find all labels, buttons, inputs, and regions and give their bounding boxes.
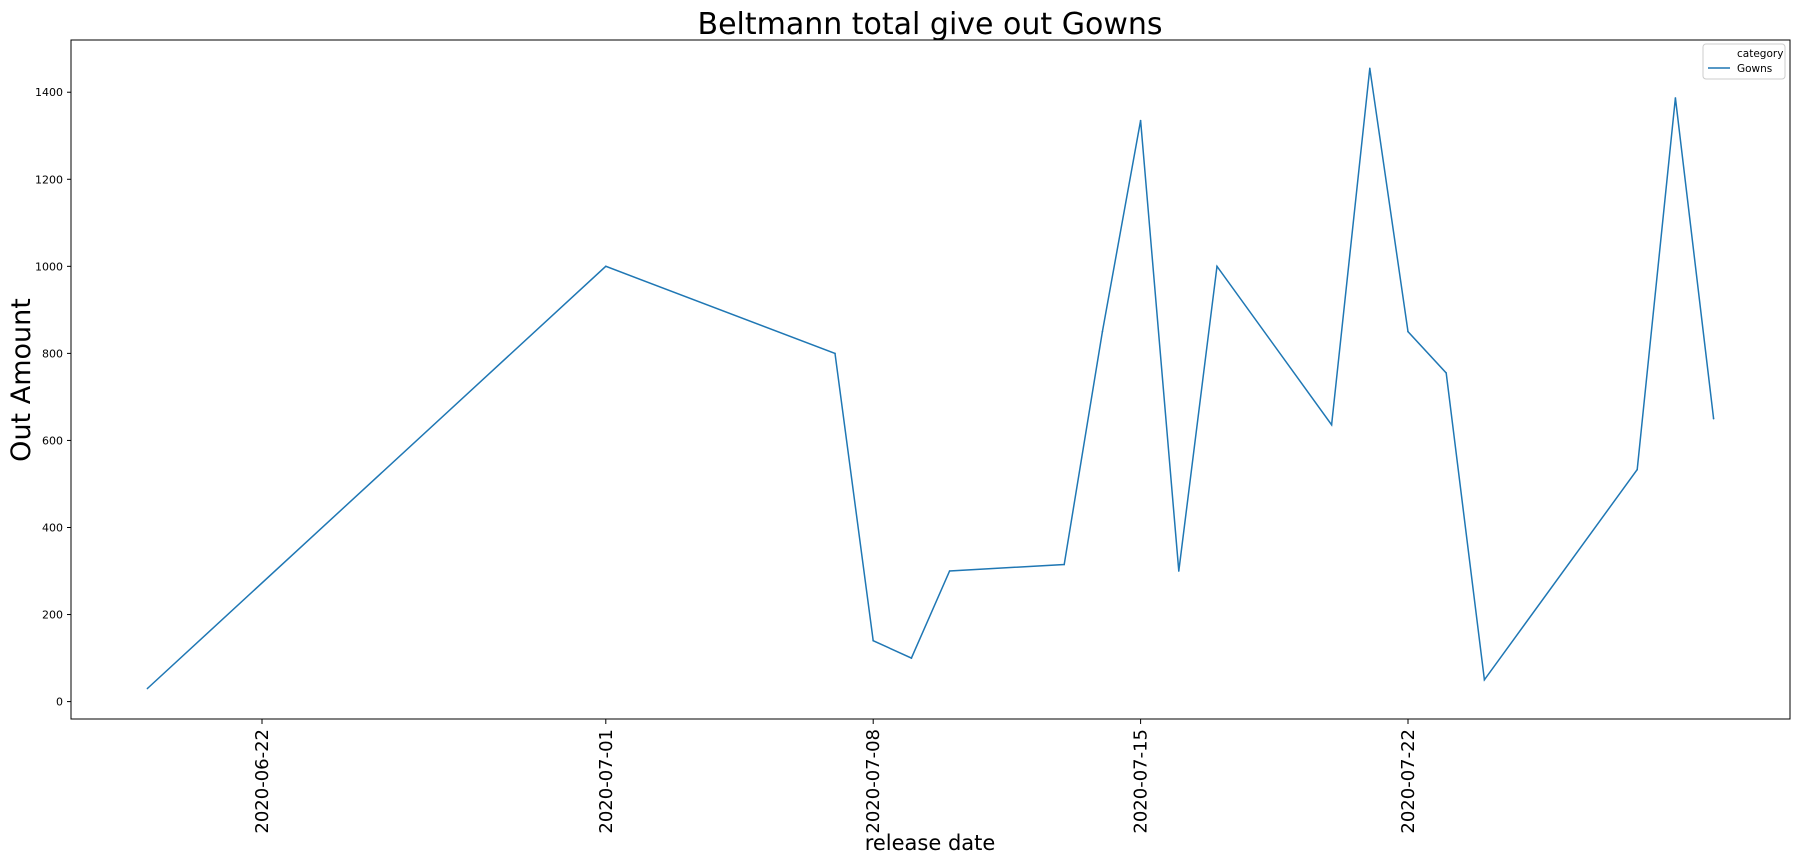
legend-box — [1702, 43, 1786, 80]
y-tick-label: 0 — [56, 696, 63, 709]
legend-label-gowns: Gowns — [1737, 63, 1772, 75]
data-point — [1369, 67, 1371, 70]
x-tick-label: 2020-06-22 — [252, 729, 273, 834]
legend: category Gowns — [1702, 43, 1786, 80]
data-point — [1445, 372, 1447, 374]
y-tick-label: 200 — [42, 609, 63, 622]
plot-area — [146, 67, 1715, 690]
y-tick-label: 1000 — [35, 260, 63, 273]
chart-title: Beltmann total give out Gowns — [697, 7, 1162, 42]
y-tick-label: 600 — [42, 434, 63, 447]
data-point — [1101, 330, 1104, 333]
data-point — [605, 265, 607, 268]
data-point — [1483, 679, 1486, 681]
data-point — [1407, 330, 1409, 333]
y-axis: 0 200 400 600 800 1000 1200 1400 — [35, 86, 71, 709]
x-tick-label: 2020-07-15 — [1131, 729, 1152, 834]
y-tick-label: 1400 — [35, 86, 63, 99]
x-axis-label: release date — [865, 831, 996, 855]
data-point — [1139, 119, 1142, 122]
plot-frame — [70, 39, 1791, 720]
x-tick-label: 2020-07-01 — [596, 729, 617, 834]
y-axis-label: Out Amount — [6, 298, 37, 462]
data-point — [1712, 417, 1715, 420]
x-axis: 2020-06-22 2020-07-01 2020-07-08 2020-07-15… — [252, 719, 1419, 834]
data-point — [1636, 468, 1638, 471]
y-tick-label: 1200 — [35, 173, 63, 186]
data-point — [1674, 97, 1677, 99]
data-point — [910, 657, 913, 659]
data-point — [1216, 265, 1218, 268]
data-point — [948, 570, 951, 572]
data-point — [146, 687, 149, 690]
data-point — [834, 352, 836, 355]
data-point — [1330, 423, 1333, 426]
data-point — [872, 639, 874, 642]
x-tick-label: 2020-07-22 — [1398, 729, 1419, 834]
x-tick-label: 2020-07-08 — [863, 729, 884, 834]
data-point — [1063, 563, 1065, 566]
y-tick-label: 800 — [42, 347, 63, 360]
y-tick-label: 400 — [42, 521, 63, 534]
data-point — [1178, 570, 1180, 572]
legend-title: category — [1737, 48, 1783, 60]
